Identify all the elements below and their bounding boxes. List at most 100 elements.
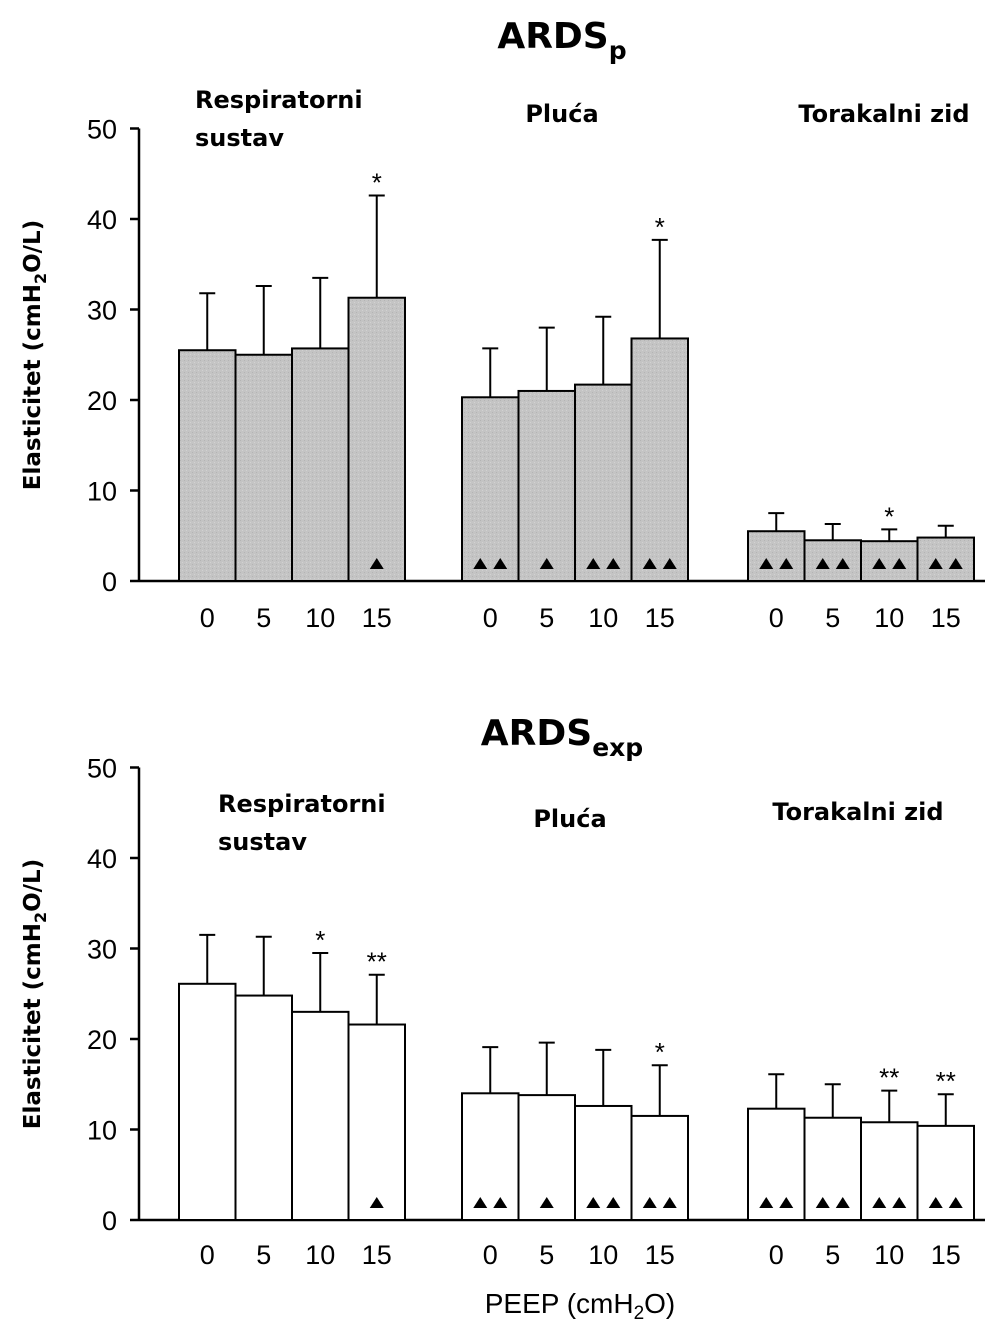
y-tick-label: 20: [87, 1025, 117, 1055]
triangle-marker: [539, 558, 554, 569]
x-tick-label: 0: [200, 603, 215, 633]
triangle-marker: [662, 1197, 677, 1208]
triangle-marker: [835, 1197, 850, 1208]
y-tick-label: 10: [87, 477, 117, 507]
triangle-marker: [759, 1197, 774, 1208]
x-tick-label: 5: [539, 1240, 554, 1270]
triangle-marker: [948, 1197, 963, 1208]
significance-marker: *: [884, 501, 894, 531]
x-tick-label: 10: [588, 603, 618, 633]
bar: [574, 1104, 633, 1221]
group-label: sustav: [218, 828, 307, 856]
triangle-marker: [928, 558, 943, 569]
y-tick-label: 10: [87, 1116, 117, 1146]
y-tick-label: 40: [87, 844, 117, 874]
x-tick-label: 10: [305, 603, 335, 633]
x-tick-label: 0: [769, 603, 784, 633]
triangle-marker: [642, 558, 657, 569]
triangle-marker: [642, 1197, 657, 1208]
significance-marker: *: [655, 1037, 665, 1067]
y-tick-label: 20: [87, 386, 117, 416]
triangle-marker: [948, 558, 963, 569]
group-label: Respiratorni: [195, 86, 363, 114]
x-tick-label: 0: [483, 603, 498, 633]
triangle-marker: [892, 558, 907, 569]
bar: [461, 396, 520, 582]
significance-marker: *: [315, 925, 325, 955]
bar: [916, 536, 975, 582]
y-tick-label: 50: [87, 754, 117, 784]
chart-title: ARDSp: [497, 16, 626, 65]
x-tick-label: 10: [305, 1240, 335, 1270]
bar: [178, 349, 237, 582]
y-tick-label: 30: [87, 935, 117, 965]
group-label: sustav: [195, 124, 284, 152]
bar: [347, 296, 406, 582]
bar: [803, 539, 862, 583]
triangle-marker: [493, 558, 508, 569]
triangle-marker: [606, 558, 621, 569]
significance-marker: **: [367, 947, 387, 977]
x-tick-label: 15: [362, 1240, 392, 1270]
x-tick-label: 0: [769, 1240, 784, 1270]
bar: [860, 540, 919, 582]
x-tick-label: 5: [825, 1240, 840, 1270]
triangle-marker: [815, 558, 830, 569]
group-label: Torakalni zid: [798, 100, 969, 128]
x-tick-label: 15: [645, 1240, 675, 1270]
bar: [234, 994, 293, 1221]
triangle-marker: [779, 1197, 794, 1208]
bar: [347, 1023, 406, 1222]
x-tick-label: 10: [588, 1240, 618, 1270]
chart-title: ARDSexp: [481, 713, 643, 762]
y-axis-label: Elasticitet (cmH2O/L): [20, 859, 50, 1129]
x-tick-label: 5: [256, 1240, 271, 1270]
x-axis-label: PEEP (cmH2O): [485, 1288, 676, 1322]
group-label: Respiratorni: [218, 790, 386, 818]
y-tick-label: 0: [102, 1206, 117, 1236]
triangle-marker: [473, 1197, 488, 1208]
triangle-marker: [835, 558, 850, 569]
group-label: Pluća: [525, 100, 598, 128]
x-tick-label: 5: [825, 603, 840, 633]
triangle-marker: [473, 558, 488, 569]
group-label: Pluća: [533, 805, 606, 833]
x-tick-label: 5: [539, 603, 554, 633]
y-tick-label: 50: [87, 115, 117, 145]
x-tick-label: 10: [874, 1240, 904, 1270]
triangle-marker: [759, 558, 774, 569]
bar: [747, 1107, 806, 1222]
group-label: Torakalni zid: [772, 798, 943, 826]
triangle-marker: [586, 558, 601, 569]
bar: [747, 530, 806, 582]
triangle-marker: [892, 1197, 907, 1208]
triangle-marker: [779, 558, 794, 569]
triangle-marker: [872, 558, 887, 569]
triangle-marker: [815, 1197, 830, 1208]
bar: [291, 347, 350, 583]
triangle-marker: [493, 1197, 508, 1208]
bar: [916, 1124, 975, 1222]
y-tick-label: 40: [87, 205, 117, 235]
x-tick-label: 0: [483, 1240, 498, 1270]
bar: [178, 982, 237, 1221]
significance-marker: **: [879, 1063, 899, 1093]
bar: [574, 383, 633, 582]
bar: [630, 1114, 689, 1222]
triangle-marker: [606, 1197, 621, 1208]
bar: [291, 1010, 350, 1221]
y-tick-label: 0: [102, 567, 117, 597]
x-tick-label: 15: [931, 603, 961, 633]
x-tick-label: 15: [645, 603, 675, 633]
x-tick-label: 10: [874, 603, 904, 633]
triangle-marker: [369, 1197, 384, 1208]
triangle-marker: [586, 1197, 601, 1208]
x-tick-label: 5: [256, 603, 271, 633]
x-tick-label: 15: [362, 603, 392, 633]
bar: [461, 1092, 520, 1222]
triangle-marker: [928, 1197, 943, 1208]
x-tick-label: 0: [200, 1240, 215, 1270]
significance-marker: **: [936, 1066, 956, 1096]
